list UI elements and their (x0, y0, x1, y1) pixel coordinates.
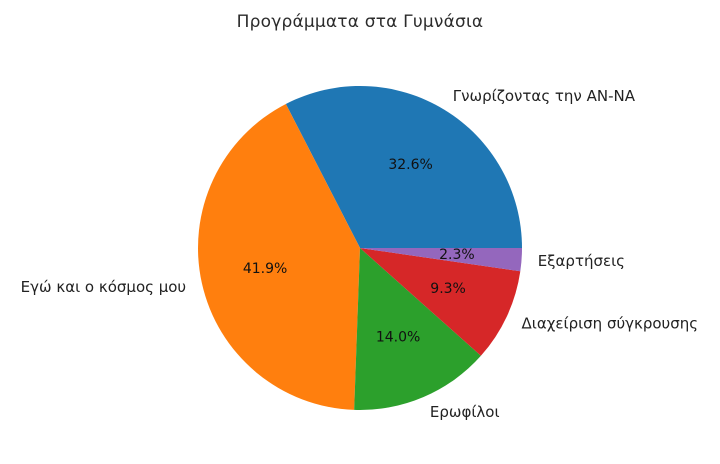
pie-pct-label-2: 14.0% (376, 329, 420, 345)
pie-slice-3 (360, 248, 521, 356)
pie-slice-label-3: Διαχείριση σύγκρουσης (522, 314, 699, 332)
pie-pct-label-3: 9.3% (430, 281, 466, 297)
pie-slice-label-1: Εγώ και ο κόσμος μου (21, 278, 186, 296)
chart-title: Προγράμματα στα Γυμνάσια (236, 12, 484, 32)
pie-slice-label-0: Γνωρίζοντας την ΑΝ-ΝΑ (453, 87, 636, 105)
pie-slice-4 (360, 248, 522, 272)
pie-slice-1 (198, 103, 360, 410)
pie-slice-2 (354, 248, 481, 410)
pie-slice-0 (285, 85, 522, 248)
pie-slice-label-4: Εξαρτήσεις (538, 252, 625, 270)
pie-slice-label-2: Ερωφίλοι (430, 403, 500, 421)
pie-pct-label-4: 2.3% (439, 247, 475, 263)
pie-pct-label-1: 41.9% (243, 261, 287, 277)
pie-pct-label-0: 32.6% (388, 157, 432, 173)
